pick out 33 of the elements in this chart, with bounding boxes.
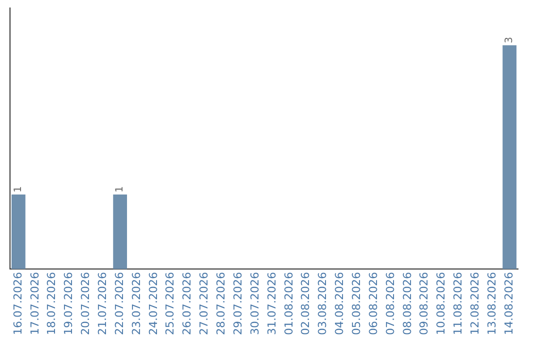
x-tick-label: 03.08.2026 <box>316 272 330 336</box>
x-tick-label: 17.07.2026 <box>28 272 42 336</box>
x-tick-label: 02.08.2026 <box>299 272 312 336</box>
x-tick-label: 16.07.2026 <box>11 272 24 336</box>
x-tick-label: 07.08.2026 <box>384 272 397 336</box>
x-tick-label: 29.07.2026 <box>231 272 244 336</box>
x-tick-label: 08.08.2026 <box>400 272 414 336</box>
x-tick-label: 14.08.2026 <box>502 272 516 336</box>
x-tick-label: 30.07.2026 <box>248 272 262 336</box>
x-tick-label: 27.07.2026 <box>198 272 211 336</box>
x-tick-label: 25.07.2026 <box>164 272 177 336</box>
x-tick-label: 21.07.2026 <box>96 272 109 336</box>
x-tick-label: 31.07.2026 <box>265 272 278 336</box>
x-tick-label: 13.08.2026 <box>485 272 498 336</box>
x-tick-label: 22.07.2026 <box>112 272 126 336</box>
x-tick-label: 24.07.2026 <box>146 272 160 336</box>
data-label: 1 <box>114 186 126 192</box>
data-label: 3 <box>504 36 516 44</box>
x-tick-label: 01.08.2026 <box>282 272 296 336</box>
x-tick-label: 18.07.2026 <box>45 272 58 336</box>
x-tick-label: 11.08.2026 <box>452 272 465 336</box>
x-tick-label: 26.07.2026 <box>180 272 194 336</box>
data-label: 1 <box>13 186 24 192</box>
x-tick-label: 04.08.2026 <box>333 272 346 336</box>
x-tick-label: 12.08.2026 <box>468 272 482 336</box>
x-tick-label: 05.08.2026 <box>350 272 363 336</box>
x-tick-label: 09.08.2026 <box>418 272 431 336</box>
x-tick-label: 10.08.2026 <box>434 272 448 336</box>
x-tick-label: 28.07.2026 <box>214 272 228 336</box>
x-tick-label: 23.07.2026 <box>130 272 143 336</box>
x-tick-label: 19.07.2026 <box>62 272 76 336</box>
x-tick-label: 20.07.2026 <box>79 272 92 336</box>
x-tick-label: 06.08.2026 <box>366 272 380 336</box>
